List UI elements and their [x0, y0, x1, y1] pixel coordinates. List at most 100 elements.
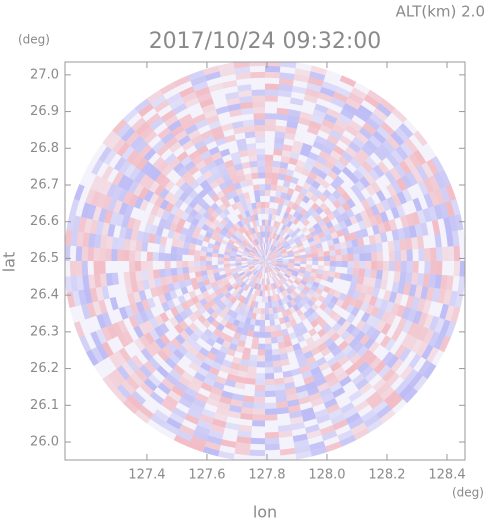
radar-cell: [359, 333, 371, 346]
radar-cell: [135, 121, 150, 136]
radar-cell: [266, 278, 269, 285]
radar-cell: [244, 173, 253, 181]
radar-cell: [265, 259, 271, 261]
radar-cell: [277, 235, 283, 242]
radar-cell: [204, 294, 213, 303]
radar-cell: [277, 280, 283, 287]
radar-cell: [401, 188, 413, 203]
radar-cell: [285, 126, 297, 135]
radar-cell: [253, 261, 260, 262]
radar-cell: [388, 261, 396, 272]
radar-cell: [339, 434, 357, 447]
radar-cell: [200, 270, 208, 277]
radar-cell: [265, 260, 271, 261]
radar-cell: [196, 293, 205, 302]
radar-cell: [214, 306, 223, 315]
radar-cell: [223, 257, 230, 261]
radar-cell: [234, 447, 251, 456]
radar-cell: [408, 225, 417, 238]
radar-cell: [272, 208, 278, 216]
radar-cell: [106, 183, 118, 198]
radar-cell: [252, 101, 265, 108]
radar-cell: [421, 344, 434, 360]
radar-cell: [416, 209, 426, 224]
radar-cell: [351, 136, 365, 149]
radar-cell: [223, 298, 231, 306]
radar-cell: [251, 202, 257, 210]
radar-cell: [270, 283, 275, 290]
radar-cell: [232, 318, 241, 327]
radar-cell: [265, 261, 269, 266]
radar-cell: [445, 184, 457, 201]
radar-cell: [231, 393, 244, 402]
radar-cell: [273, 239, 278, 246]
radar-cell: [265, 266, 266, 273]
radar-cell: [268, 307, 274, 315]
radar-cell: [195, 118, 209, 130]
radar-cell: [181, 171, 193, 182]
radar-cell: [150, 168, 162, 182]
radar-cell: [226, 285, 234, 292]
radar-cell: [273, 294, 278, 302]
radar-cell: [241, 257, 248, 260]
y-tick-label: 26.9: [30, 104, 59, 119]
radar-cell: [324, 371, 337, 383]
radar-cell: [391, 108, 408, 124]
radar-cell: [310, 346, 321, 356]
radar-cell: [318, 361, 330, 372]
radar-cell: [346, 288, 355, 298]
radar-cell: [181, 118, 196, 130]
radar-cell: [260, 201, 265, 208]
radar-cell: [289, 292, 296, 300]
radar-cell: [327, 170, 338, 181]
radar-cell: [270, 261, 277, 262]
radar-cell: [408, 372, 423, 388]
radar-cell: [239, 334, 248, 342]
radar-cell: [406, 249, 413, 261]
radar-cell: [116, 365, 131, 381]
radar-cell: [258, 283, 262, 291]
radar-cell: [281, 328, 289, 336]
radar-cell: [235, 254, 243, 258]
radar-cell: [258, 250, 262, 257]
radar-cell: [317, 265, 324, 271]
radar-cell: [274, 383, 286, 391]
radar-cell: [227, 220, 235, 228]
radar-cell: [273, 143, 284, 151]
radar-cell: [93, 261, 100, 275]
radar-cell: [131, 153, 144, 168]
radar-cell: [260, 314, 265, 321]
radar-cell: [257, 277, 261, 284]
radar-cell: [275, 281, 281, 288]
radar-cell: [185, 214, 195, 224]
radar-cell: [393, 271, 401, 283]
radar-cell: [391, 328, 402, 342]
radar-cell: [265, 219, 269, 226]
radar-cell: [150, 414, 167, 428]
radar-cell: [303, 273, 310, 280]
radar-cell: [321, 274, 329, 282]
radar-cell: [249, 354, 258, 362]
radar-cell: [305, 336, 315, 346]
radar-cell: [370, 204, 380, 216]
radar-cell: [135, 301, 145, 314]
radar-cell: [154, 277, 162, 288]
radar-cell: [227, 103, 241, 112]
radar-cell: [314, 175, 325, 185]
radar-cell: [280, 297, 287, 305]
radar-cell: [133, 170, 146, 184]
radar-cell: [238, 206, 245, 214]
x-tick-label: 127.8: [248, 468, 285, 483]
radar-cell: [226, 230, 234, 237]
radar-cell: [287, 278, 294, 285]
radar-cell: [174, 380, 188, 393]
radar-cell: [265, 125, 276, 132]
radar-cell: [360, 311, 371, 323]
radar-cell: [238, 245, 245, 251]
radar-cell: [274, 227, 279, 234]
radar-cell: [356, 164, 369, 177]
radar-cell: [292, 210, 300, 218]
radar-cell: [321, 81, 338, 92]
radar-cell: [254, 319, 261, 326]
radar-cell: [334, 175, 345, 186]
